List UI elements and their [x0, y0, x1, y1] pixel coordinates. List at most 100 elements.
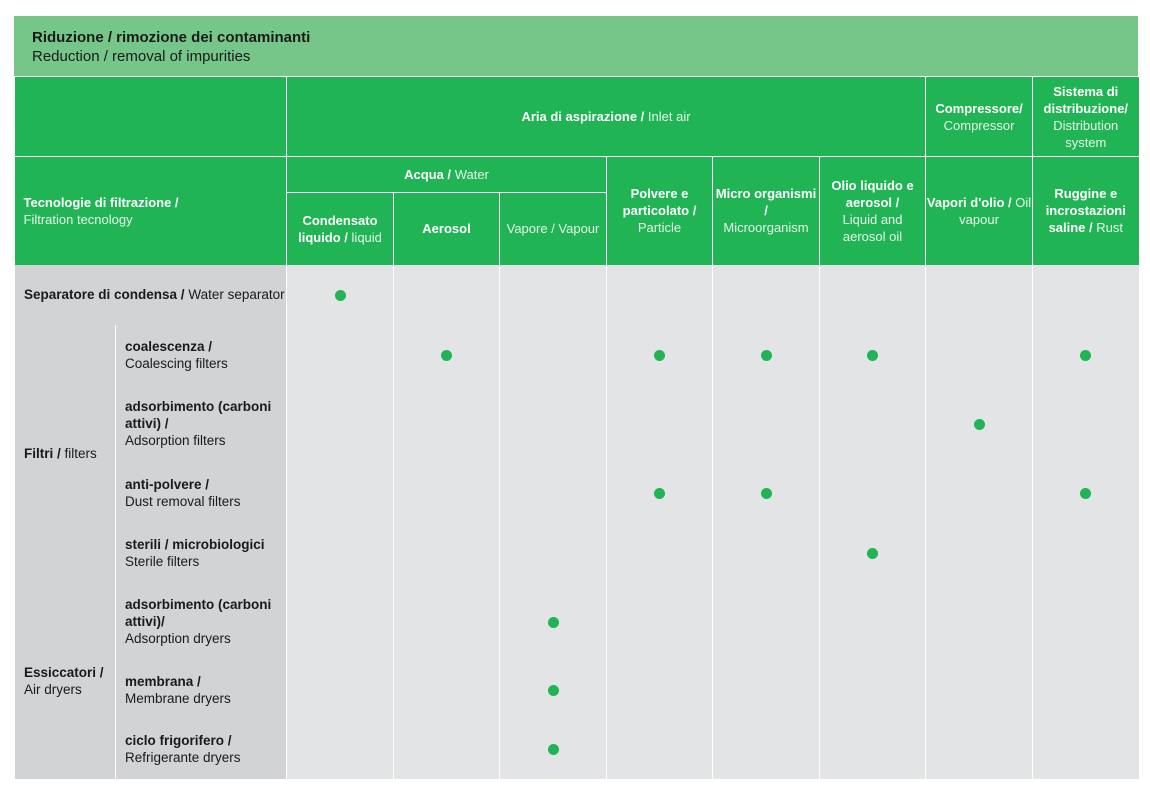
mark-cell	[393, 384, 500, 463]
mark-cell	[818, 522, 926, 583]
row-label-adsorption-dryers: adsorbimento (carboni attivi)/Adsorption…	[115, 582, 287, 661]
mark-cell	[818, 462, 926, 523]
mark-cell	[818, 384, 926, 463]
header-col-rust: Ruggine e incrostazioni saline / Rust	[1032, 156, 1139, 265]
mark-cell	[1032, 660, 1139, 719]
mark-cell	[499, 660, 607, 719]
mark-cell	[606, 264, 713, 325]
table-row: membrana / Membrane dryers	[15, 660, 1139, 719]
applicability-dot-icon	[654, 487, 665, 499]
table-row: Essiccatori / Air dryers adsorbimento (ca…	[14, 582, 1139, 779]
mark-cell	[925, 264, 1033, 325]
mark-cell	[1032, 718, 1139, 779]
mark-cell	[712, 384, 820, 463]
contaminants-table-container: Riduzione / rimozione dei contaminanti R…	[14, 16, 1139, 779]
applicability-dot-icon	[760, 487, 772, 499]
applicability-dot-icon	[867, 547, 879, 559]
header-compressor: Compressore/Compressor	[925, 76, 1033, 157]
mark-cell	[712, 718, 820, 779]
mark-cell	[606, 384, 713, 463]
mark-cell	[1032, 384, 1139, 463]
table-row: anti-polvere / Dust removal filters	[15, 462, 1139, 523]
mark-cell	[499, 462, 607, 523]
table-row: Separatore di condensa / Water separator	[14, 264, 1139, 325]
applicability-dot-icon	[760, 349, 772, 361]
row-label-dust-removal: anti-polvere / Dust removal filters	[115, 462, 287, 523]
mark-cell	[393, 718, 500, 779]
mark-cell	[925, 384, 1033, 463]
mark-cell	[499, 582, 607, 661]
header-col-microorganism: Micro organismi / Microorganism	[712, 156, 820, 265]
mark-cell	[925, 522, 1033, 583]
table-row: sterili / microbiologici Sterile filters	[15, 522, 1139, 583]
group-label-dryers: Essiccatori / Air dryers	[14, 582, 116, 779]
mark-cell	[286, 462, 394, 523]
mark-cell	[606, 324, 713, 385]
mark-cell	[499, 522, 607, 583]
header-blank	[14, 76, 287, 157]
mark-cell	[818, 660, 926, 719]
row-label-coalescing: coalescenza / Coalescing filters	[115, 324, 287, 385]
applicability-dot-icon	[1080, 487, 1092, 499]
applicability-dot-icon	[547, 684, 559, 696]
table-row: adsorbimento (carboni attivi) / Adsorptio…	[15, 384, 1139, 463]
mark-cell	[286, 660, 394, 719]
mark-cell	[925, 462, 1033, 523]
applicability-dot-icon	[867, 349, 879, 361]
table-row: ciclo frigorifero / Refrigerante dryers	[15, 718, 1139, 779]
applicability-dot-icon	[1080, 349, 1092, 361]
mark-cell	[606, 522, 713, 583]
mark-cell	[818, 718, 926, 779]
contaminants-table: Aria di aspirazione / Inlet air Compress…	[14, 76, 1139, 779]
mark-cell	[499, 384, 607, 463]
mark-cell	[1032, 522, 1139, 583]
header-inlet-air: Aria di aspirazione / Inlet air	[285, 76, 926, 157]
mark-cell	[286, 384, 394, 463]
mark-cell	[606, 462, 713, 523]
row-label-adsorption-filters: adsorbimento (carboni attivi) / Adsorptio…	[115, 384, 287, 463]
header-col-aerosol: Aerosol	[393, 192, 500, 265]
row-label-refrigerant: ciclo frigorifero / Refrigerante dryers	[115, 718, 287, 779]
mark-cell	[286, 522, 394, 583]
mark-cell	[925, 324, 1033, 385]
mark-cell	[286, 264, 394, 325]
mark-cell	[286, 718, 394, 779]
title-english: Reduction / removal of impurities	[32, 48, 251, 65]
mark-cell	[712, 264, 820, 325]
table-row: Filtri / filters coalescenza / Coalescing…	[14, 324, 1139, 583]
mark-cell	[925, 582, 1033, 661]
mark-cell	[712, 660, 820, 719]
mark-cell	[925, 660, 1033, 719]
mark-cell	[393, 660, 500, 719]
mark-cell	[606, 718, 713, 779]
mark-cell	[712, 324, 820, 385]
header-col-oil: Olio liquido e aerosol / Liquid and aeros…	[818, 156, 926, 265]
mark-cell	[393, 324, 500, 385]
header-water: Acqua / Water	[286, 156, 607, 193]
applicability-dot-icon	[547, 616, 559, 628]
mark-cell	[393, 462, 500, 523]
applicability-dot-icon	[334, 289, 346, 301]
mark-cell	[286, 324, 394, 385]
header-tech: Tecnologie di filtrazione / Filtration te…	[14, 156, 287, 265]
header-distribution: Sistema di distribuzione/Distribution sy…	[1032, 76, 1139, 157]
mark-cell	[1032, 324, 1139, 385]
mark-cell	[499, 264, 607, 325]
mark-cell	[925, 718, 1033, 779]
mark-cell	[393, 582, 500, 661]
mark-cell	[818, 324, 926, 385]
mark-cell	[499, 324, 607, 385]
title-italian: Riduzione / rimozione dei contaminanti	[32, 29, 311, 46]
row-label-water-separator: Separatore di condensa / Water separator	[14, 264, 287, 325]
mark-cell	[606, 660, 713, 719]
title-bar: Riduzione / rimozione dei contaminanti R…	[14, 16, 1138, 76]
mark-cell	[286, 582, 394, 661]
mark-cell	[606, 582, 713, 661]
mark-cell	[712, 462, 820, 523]
mark-cell	[393, 522, 500, 583]
mark-cell	[1032, 462, 1139, 523]
mark-cell	[499, 718, 607, 779]
mark-cell	[818, 582, 926, 661]
mark-cell	[818, 264, 926, 325]
applicability-dot-icon	[547, 743, 559, 755]
